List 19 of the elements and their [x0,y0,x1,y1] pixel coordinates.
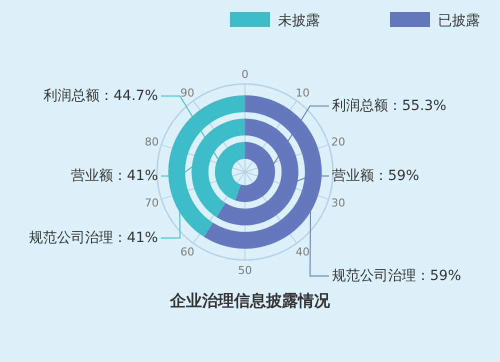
text: 20 [331,136,346,149]
data-label: 利润总额：55.3% [332,98,446,114]
text: 90 [180,86,194,100]
legend-label: 未披露 [278,13,320,29]
text: 80 [144,136,159,149]
data-label: 营业额：41% [70,168,158,184]
text: 60 [180,245,194,258]
text: 70 [144,196,159,210]
data-label: 利润总额：44.7% [44,88,158,104]
text: 10 [296,86,310,100]
data-label: 规范公司治理：59% [332,268,462,284]
text: 50 [238,264,252,277]
text: 0 [242,68,248,81]
data-label: 规范公司治理：41% [28,230,158,246]
legend-label: 已披露 [438,13,480,29]
text: 40 [296,245,310,258]
data-label: 营业额：59% [332,168,420,184]
text: 30 [331,196,346,210]
text: 企业治理信息披露情况 [169,291,331,310]
